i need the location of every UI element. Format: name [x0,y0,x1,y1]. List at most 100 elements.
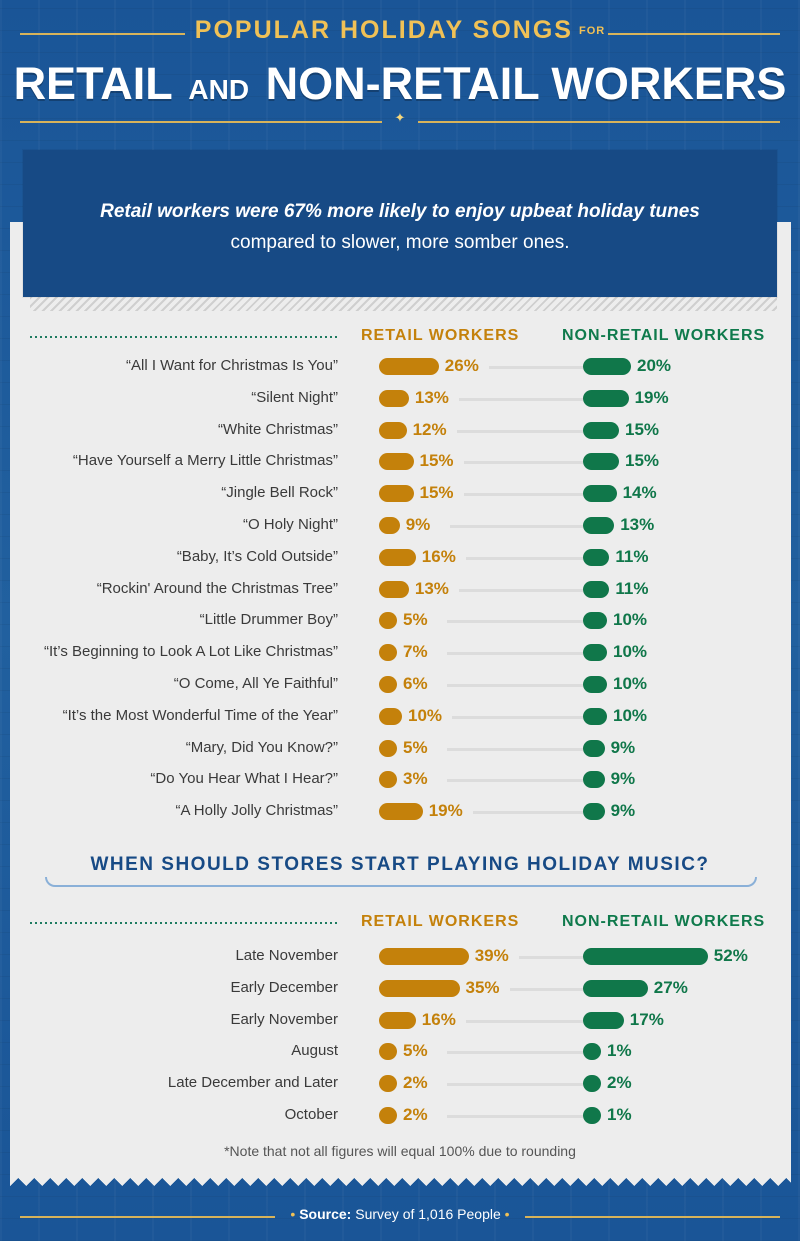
retail-bar [379,358,439,375]
non-retail-value-label: 27% [653,977,688,997]
source-text: Survey of 1,016 People [351,1206,501,1222]
category-label: “Rockin' Around the Christmas Tree” [96,579,338,597]
retail-bar [379,803,423,821]
chart-row: “O Come, All Ye Faithful” 6% 10% [0,669,800,701]
row-track [458,397,583,401]
row-track [447,620,583,624]
row-track [465,556,583,560]
category-label: “O Come, All Ye Faithful” [173,675,338,692]
non-retail-bar [583,548,610,566]
row-track [488,366,583,369]
footer-rule-right [525,1216,780,1218]
non-retail-bar [583,517,615,534]
non-retail-value-label: 11% [615,578,649,598]
non-retail-value-label: 10% [613,610,648,630]
retail-value-label: 12% [412,419,447,439]
col-head-retail-1: RETAIL WORKERS [361,327,520,344]
chart-row: “Rockin' Around the Christmas Tree” 13% 11… [0,574,800,606]
row-track [518,956,583,959]
category-label: “Little Drummer Boy” [199,611,338,629]
category-label: “Do You Hear What I Hear?” [150,770,338,788]
non-retail-bar [583,979,648,997]
retail-value-label: 13% [414,578,449,598]
retail-bar [379,676,397,693]
retail-bar [379,1107,397,1124]
callout-text: Retail workers were 67% more likely to e… [60,196,740,258]
section-title: WHEN SHOULD STORES START PLAYING HOLIDAY… [90,854,710,875]
non-retail-bar [583,485,617,503]
non-retail-bar [583,1011,624,1029]
retail-value-label: 5% [403,610,428,630]
section-underline [45,877,757,887]
retail-bar [379,485,414,503]
chart-row: October 2% 1% [0,1100,800,1132]
category-label: Early December [230,978,338,996]
non-retail-bar [583,580,610,598]
retail-value-label: 3% [403,769,428,789]
non-retail-bar [583,1075,601,1093]
rounding-note: *Note that not all figures will equal 10… [224,1143,576,1159]
non-retail-bar [583,612,607,630]
title-rule-left [20,121,382,123]
non-retail-bar [583,771,605,789]
row-track [447,1051,583,1055]
non-retail-bar [583,453,619,471]
non-retail-bar [583,421,619,439]
chart-row: “It’s the Most Wonderful Time of the Yea… [0,701,800,733]
non-retail-value-label: 9% [610,769,636,789]
chart-row: “Silent Night” 13% 19% [0,383,800,415]
title-retail: RETAIL [13,58,172,109]
chart-row: Early December 35% 27% [0,973,800,1005]
non-retail-value-label: 15% [625,451,660,471]
non-retail-value-label: 9% [610,737,636,757]
dotted-rule-1 [30,336,340,338]
retail-bar [379,1011,416,1029]
retail-value-label: 2% [403,1105,428,1124]
retail-value-label: 10% [408,705,443,725]
chart-row: “Little Drummer Boy” 5% 10% [0,605,800,637]
retail-value-label: 13% [414,387,449,407]
retail-value-label: 35% [465,977,500,997]
non-retail-value-label: 11% [615,546,649,566]
retail-value-label: 9% [405,515,431,534]
non-retail-bar [583,1107,601,1124]
retail-value-label: 15% [419,483,454,503]
non-retail-bar [583,676,607,693]
footer-rule-left [20,1216,275,1218]
row-track [472,811,583,815]
non-retail-bar [583,1043,601,1061]
retail-value-label: 16% [421,1009,456,1029]
footer-dot-left: • [290,1206,296,1222]
retail-value-label: 7% [403,642,428,662]
source-footer: • Source: Survey of 1,016 People • [0,1206,800,1222]
chart-row: “All I Want for Christmas Is You” 26% 20% [0,351,800,383]
chart-row: “Mary, Did You Know?” 5% 9% [0,733,800,765]
retail-value-label: 15% [419,451,454,471]
retail-bar [379,453,414,471]
retail-bar [379,707,402,725]
chart-row: “Jingle Bell Rock” 15% 14% [0,478,800,510]
retail-bar [379,389,409,407]
retail-value-label: 16% [421,546,456,566]
retail-value-label: 5% [403,737,428,757]
row-track [452,715,583,719]
non-retail-value-label: 19% [634,387,669,407]
chart-row: “O Holy Night” 9% 13% [0,510,800,542]
non-retail-value-label: 20% [637,356,672,375]
non-retail-value-label: 10% [613,642,648,662]
retail-value-label: 19% [428,801,463,821]
non-retail-value-label: 17% [629,1009,664,1029]
chart-row: “It’s Beginning to Look A Lot Like Chris… [0,637,800,669]
retail-value-label: 2% [403,1073,428,1093]
non-retail-bar [583,803,605,821]
non-retail-value-label: 10% [613,705,648,725]
subtitle-text: POPULAR HOLIDAY SONGS [194,16,573,44]
non-retail-value-label: 52% [713,946,748,965]
chart-row: “White Christmas” 12% 15% [0,415,800,447]
retail-bar [379,421,407,439]
row-track [456,429,583,433]
row-track [447,1083,583,1087]
chart-row: Late November 39% 52% [0,941,800,973]
non-retail-value-label: 14% [622,483,657,503]
retail-bar [379,739,397,757]
